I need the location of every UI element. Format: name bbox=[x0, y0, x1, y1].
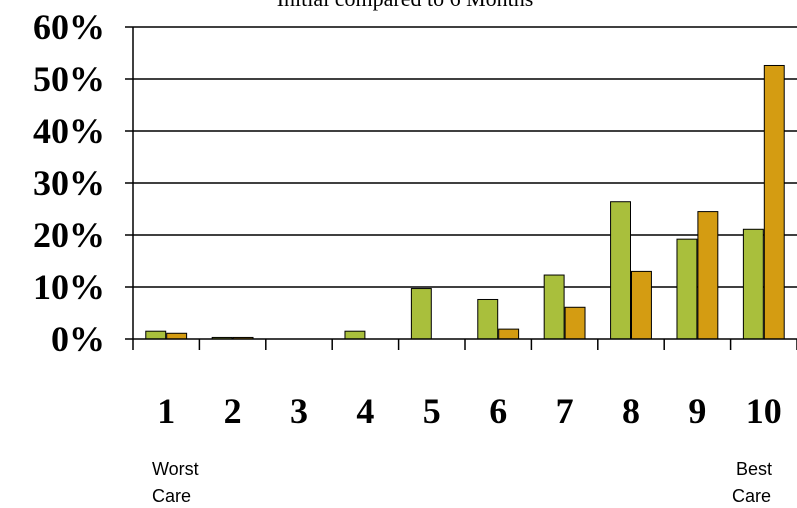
x-tick-labels: 1 2 3 4 5 6 7 8 9 10 bbox=[157, 391, 782, 431]
best-care-line2: Care bbox=[732, 486, 771, 506]
x-tick-label: 5 bbox=[423, 391, 441, 431]
x-tick-label: 6 bbox=[489, 391, 507, 431]
chart-title: Initial compared to 6 Months bbox=[277, 0, 534, 11]
annotations: Worst Care Best Care bbox=[152, 459, 772, 506]
bars bbox=[145, 64, 785, 340]
y-tick-label: 30% bbox=[33, 163, 105, 203]
bar-4-series-1 bbox=[344, 330, 366, 340]
bar-8-series-2 bbox=[631, 270, 652, 340]
x-tick-label: 3 bbox=[290, 391, 308, 431]
y-tick-label: 40% bbox=[33, 111, 105, 151]
bar-1-series-1 bbox=[145, 330, 167, 340]
x-tick-label: 10 bbox=[746, 391, 782, 431]
bar-10-series-1 bbox=[742, 228, 764, 340]
bar-5-series-1 bbox=[410, 288, 432, 340]
x-tick-label: 2 bbox=[224, 391, 242, 431]
x-tick-label: 8 bbox=[622, 391, 640, 431]
y-tick-label: 0% bbox=[51, 319, 105, 359]
worst-care-line2: Care bbox=[152, 486, 191, 506]
bar-6-series-2 bbox=[498, 328, 520, 340]
bar-10-series-2 bbox=[763, 64, 785, 340]
x-tick-label: 7 bbox=[556, 391, 574, 431]
x-tick-label: 1 bbox=[157, 391, 175, 431]
x-tick-label: 9 bbox=[688, 391, 706, 431]
axes bbox=[125, 26, 797, 350]
best-care-line1: Best bbox=[736, 459, 772, 479]
bar-6-series-1 bbox=[477, 298, 499, 340]
x-tick-label: 4 bbox=[356, 391, 374, 431]
y-tick-label: 60% bbox=[33, 7, 105, 47]
bar-9-series-1 bbox=[676, 238, 698, 340]
worst-care-line1: Worst bbox=[152, 459, 199, 479]
bar-8-series-1 bbox=[610, 201, 632, 340]
bar-9-series-2 bbox=[697, 211, 719, 340]
bar-7-series-1 bbox=[543, 274, 565, 340]
y-tick-label: 10% bbox=[33, 267, 105, 307]
y-tick-label: 50% bbox=[33, 59, 105, 99]
y-tick-labels: 0% 10% 20% 30% 40% 50% 60% bbox=[33, 7, 105, 359]
gridlines bbox=[133, 26, 797, 288]
bar-7-series-2 bbox=[564, 306, 586, 340]
y-tick-label: 20% bbox=[33, 215, 105, 255]
bar-1-series-2 bbox=[166, 332, 188, 340]
